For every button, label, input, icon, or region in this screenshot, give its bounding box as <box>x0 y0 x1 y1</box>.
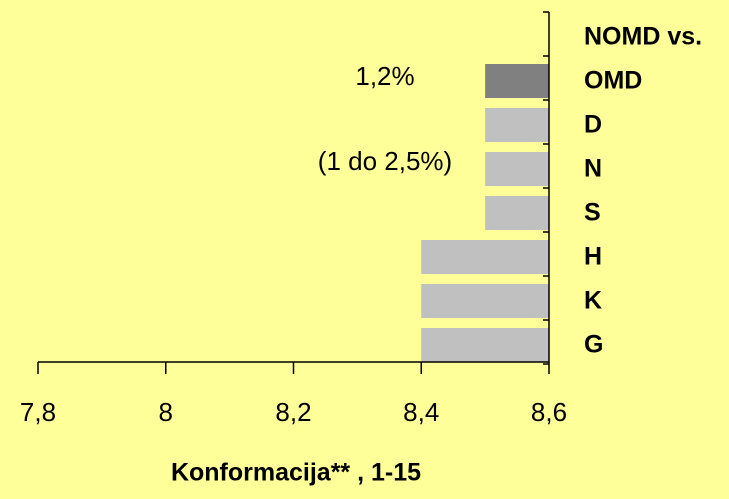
category-label: OMD <box>584 67 642 95</box>
bar <box>485 152 549 186</box>
x-tick-label: 8 <box>159 397 173 427</box>
category-label: S <box>584 199 601 227</box>
bar <box>421 240 549 274</box>
bar <box>421 284 549 318</box>
category-label: K <box>584 287 602 315</box>
category-label: G <box>584 331 603 359</box>
x-tick-label: 8,4 <box>403 397 439 427</box>
annotation: 1,2% <box>355 61 414 91</box>
x-tick-label: 7,8 <box>20 397 56 427</box>
annotation: (1 do 2,5%) <box>318 146 452 176</box>
category-label: D <box>584 111 602 139</box>
bar <box>485 64 549 98</box>
category-label: N <box>584 155 602 183</box>
bar <box>485 196 549 230</box>
x-axis-label: Konformacija** , 1-15 <box>171 459 421 487</box>
category-label: NOMD vs. <box>584 23 702 51</box>
category-label: H <box>584 243 602 271</box>
x-tick-label: 8,6 <box>531 397 567 427</box>
bar <box>421 328 549 362</box>
bar <box>485 108 549 142</box>
x-tick-label: 8,2 <box>275 397 311 427</box>
